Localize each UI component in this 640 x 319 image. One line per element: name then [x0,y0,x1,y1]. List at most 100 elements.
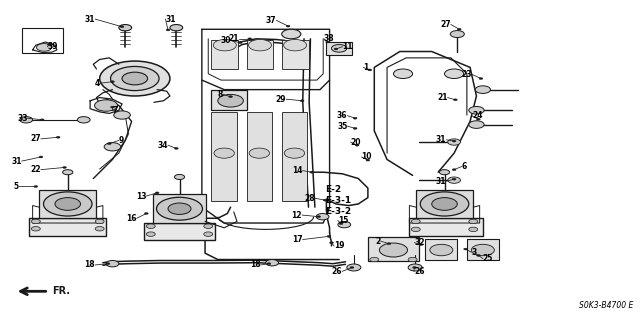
Text: 39: 39 [47,42,58,51]
Text: 18: 18 [250,260,260,270]
Circle shape [408,257,417,262]
Circle shape [106,261,119,267]
Circle shape [248,40,271,51]
Text: 7: 7 [113,106,118,115]
Text: 38: 38 [324,34,335,43]
Circle shape [464,248,467,250]
Circle shape [39,156,43,158]
Text: 26: 26 [414,267,424,276]
Text: E-2: E-2 [325,185,341,194]
Circle shape [419,244,423,246]
Circle shape [34,186,38,188]
Circle shape [432,197,458,210]
Circle shape [387,243,391,245]
Text: 18: 18 [84,260,95,270]
Circle shape [284,40,307,51]
Circle shape [228,96,232,98]
Text: 11: 11 [342,42,353,51]
Circle shape [204,232,212,236]
Text: 15: 15 [338,216,348,225]
Circle shape [174,147,178,149]
Circle shape [31,219,40,224]
Text: 31: 31 [166,15,176,24]
Bar [282,112,307,201]
Text: 4: 4 [95,79,100,88]
Circle shape [147,224,156,228]
Circle shape [412,227,420,232]
Text: E-3-1: E-3-1 [325,196,351,205]
Circle shape [475,86,490,93]
Circle shape [166,29,170,31]
Bar [39,190,97,218]
Text: 6: 6 [462,162,467,171]
Text: 37: 37 [266,16,276,25]
Text: 34: 34 [157,141,168,150]
Circle shape [104,143,121,151]
Circle shape [347,264,361,271]
Circle shape [330,242,333,244]
Text: 25: 25 [483,254,493,263]
Circle shape [114,111,131,119]
Text: 3: 3 [471,248,477,257]
Text: 27: 27 [440,20,451,29]
Text: 20: 20 [351,137,361,146]
Circle shape [353,117,357,119]
Bar [282,41,308,69]
Circle shape [238,42,242,44]
Circle shape [95,100,118,111]
Circle shape [468,121,484,128]
Bar [246,41,273,69]
Bar [368,237,419,261]
Circle shape [451,31,465,38]
Circle shape [95,226,104,231]
Bar [211,90,246,110]
Circle shape [63,167,67,168]
Circle shape [20,117,33,123]
Circle shape [267,263,271,265]
Text: 5: 5 [13,182,19,191]
Text: 22: 22 [31,165,41,174]
Text: 8: 8 [218,90,223,99]
Text: 31: 31 [84,15,95,24]
Circle shape [323,199,327,201]
Circle shape [368,69,372,71]
Text: FR.: FR. [52,286,70,296]
Text: 31: 31 [12,157,22,166]
Circle shape [31,226,40,231]
Circle shape [366,159,370,161]
Text: 32: 32 [415,238,425,247]
Circle shape [452,169,456,171]
Circle shape [100,61,170,96]
Circle shape [248,38,252,40]
Text: 9: 9 [119,136,124,145]
Circle shape [350,267,354,269]
Text: 27: 27 [30,134,41,143]
Circle shape [300,100,304,102]
Circle shape [334,48,338,50]
Text: 28: 28 [304,194,315,203]
Text: 29: 29 [276,95,286,104]
Circle shape [479,78,483,79]
Circle shape [157,197,202,220]
Text: 13: 13 [136,191,147,201]
Text: 26: 26 [332,267,342,276]
Circle shape [286,25,290,27]
Circle shape [204,224,212,228]
Bar [211,41,238,69]
Text: 36: 36 [337,111,348,120]
Circle shape [77,117,90,123]
Text: S0K3-B4700 E: S0K3-B4700 E [579,301,633,310]
Circle shape [452,140,456,142]
Circle shape [413,267,417,269]
Circle shape [332,45,347,52]
Circle shape [218,94,243,107]
Circle shape [214,148,234,158]
Circle shape [353,127,357,129]
Circle shape [108,143,111,145]
Circle shape [111,81,115,83]
Text: 14: 14 [292,166,303,175]
Circle shape [476,255,480,256]
Circle shape [249,148,269,158]
Text: 30: 30 [220,36,230,45]
Circle shape [213,40,236,51]
